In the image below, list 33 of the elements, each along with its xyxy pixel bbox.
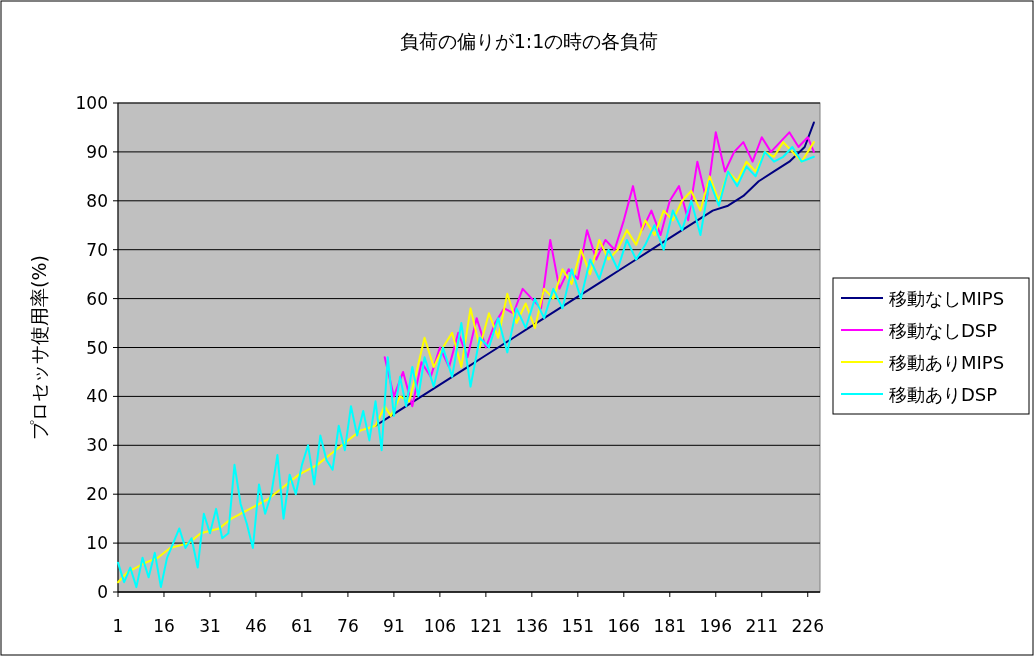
y-tick-label: 100 bbox=[75, 93, 108, 113]
x-tick-label: 151 bbox=[561, 616, 595, 636]
legend-label: 移動なしMIPS bbox=[889, 288, 1005, 309]
y-tick-label: 0 bbox=[97, 582, 108, 602]
x-tick-label: 16 bbox=[153, 616, 175, 636]
x-tick-label: 211 bbox=[745, 616, 778, 636]
legend-label: 移動ありMIPS bbox=[889, 352, 1005, 373]
y-tick-label: 50 bbox=[86, 337, 108, 358]
y-tick-label: 70 bbox=[86, 239, 108, 260]
x-tick-label: 1 bbox=[112, 616, 124, 636]
y-tick-label: 80 bbox=[86, 190, 108, 211]
x-tick-label: 106 bbox=[423, 616, 457, 636]
x-tick-label: 61 bbox=[291, 616, 313, 636]
y-tick-label: 60 bbox=[86, 288, 108, 309]
legend-label: 移動ありDSP bbox=[889, 384, 998, 405]
x-tick-label: 196 bbox=[699, 616, 732, 636]
x-tick-label: 91 bbox=[383, 616, 405, 636]
x-tick-label: 76 bbox=[337, 616, 359, 636]
y-tick-label: 90 bbox=[86, 141, 108, 162]
legend-label: 移動なしDSP bbox=[889, 320, 998, 341]
x-tick-label: 31 bbox=[199, 616, 221, 636]
y-tick-label: 30 bbox=[86, 435, 108, 456]
x-tick-label: 121 bbox=[469, 616, 503, 636]
y-tick-label: 10 bbox=[86, 533, 108, 554]
x-tick-label: 166 bbox=[607, 616, 641, 636]
y-axis-title: プロセッサ使用率(%) bbox=[28, 255, 50, 440]
x-tick-label: 136 bbox=[515, 616, 549, 636]
y-tick-label: 20 bbox=[86, 484, 108, 505]
x-tick-label: 46 bbox=[245, 616, 267, 636]
chart-title: 負荷の偏りが1:1の時の各負荷 bbox=[399, 30, 659, 52]
x-tick-label: 181 bbox=[653, 616, 687, 636]
y-tick-label: 40 bbox=[86, 386, 108, 407]
x-tick-label: 226 bbox=[791, 616, 824, 636]
